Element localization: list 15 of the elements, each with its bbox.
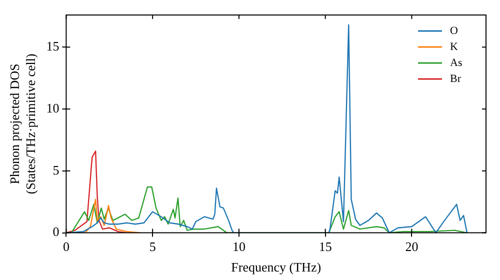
legend-label: K <box>450 40 458 53</box>
y-axis-title: Phonon projected DOS (States/THz·primitive cell) <box>7 54 38 194</box>
legend-label: As <box>450 56 462 69</box>
x-tick-label: 20 <box>405 239 418 254</box>
x-tick-label: 15 <box>318 239 332 254</box>
legend-label: Br <box>450 72 462 85</box>
y-tick-label: 10 <box>46 100 60 116</box>
x-tick-label: 10 <box>232 239 246 254</box>
x-tick-label: 0 <box>62 239 70 254</box>
y-tick-label: 15 <box>46 38 60 54</box>
legend-label: O <box>450 24 458 37</box>
y-tick-label: 5 <box>52 162 60 178</box>
x-axis-title: Frequency (THz) <box>231 260 322 275</box>
x-tick-label: 5 <box>149 239 156 254</box>
y-tick-label: 0 <box>52 224 60 240</box>
